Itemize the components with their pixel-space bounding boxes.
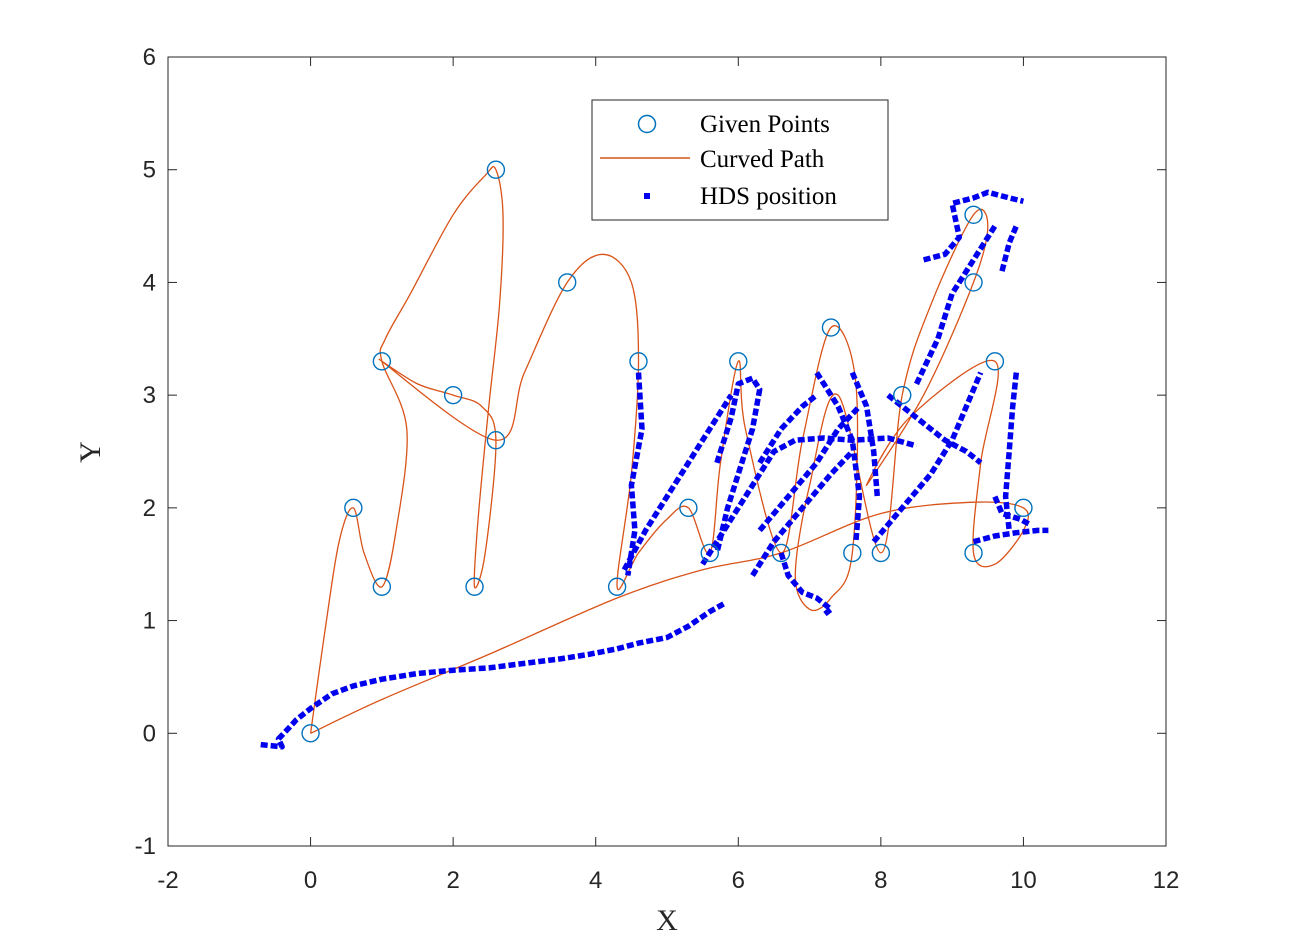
given-point-marker (465, 577, 484, 596)
hds-position-trace (992, 495, 1032, 528)
given-point-marker (1014, 498, 1033, 518)
given-point-marker (629, 352, 648, 371)
y-tick-label: 0 (143, 720, 156, 747)
hds-position-trace (621, 393, 734, 572)
hds-position-trace (972, 527, 1049, 545)
given-point-marker (964, 543, 983, 563)
given-point-marker (821, 318, 841, 337)
given-point-marker (558, 273, 577, 292)
y-tick-label: 5 (143, 157, 156, 184)
x-tick-label: 4 (589, 867, 602, 894)
given-point-marker (607, 577, 627, 596)
given-point-marker (985, 352, 1005, 371)
x-tick-label: 2 (446, 867, 459, 894)
given-point-marker (486, 431, 506, 450)
hds-position-trace (999, 225, 1019, 272)
given-point-marker (443, 385, 463, 405)
given-point-marker (486, 160, 506, 179)
legend-label-curved-path: Curved Path (700, 146, 825, 173)
x-tick-label: 12 (1153, 867, 1180, 894)
hds-position-trace (886, 392, 983, 465)
x-tick-label: 8 (874, 867, 887, 894)
given-point-marker (843, 543, 862, 563)
hds-position-trace (757, 392, 819, 465)
hds-position-trace (814, 371, 863, 542)
given-point-marker (679, 498, 698, 518)
hds-position-trace (871, 371, 984, 544)
given-point-marker (700, 543, 719, 563)
given-point-marker (893, 385, 912, 405)
y-tick-label: 2 (143, 495, 156, 522)
y-tick-label: 4 (143, 269, 156, 296)
given-point-marker (344, 498, 363, 518)
curved-path-line (309, 165, 1029, 734)
given-point-marker (729, 352, 748, 371)
given-point-marker (964, 205, 983, 225)
given-point-marker (771, 543, 791, 563)
hds-position-trace (849, 371, 881, 497)
y-tick-label: 1 (143, 608, 156, 635)
legend: Given Points Curved Path HDS position (591, 99, 889, 221)
given-point-marker (871, 543, 891, 563)
hds-position-trace (1002, 372, 1020, 531)
given-point-marker (372, 352, 392, 371)
y-tick-label: -1 (135, 833, 156, 860)
legend-circle-marker (637, 114, 657, 134)
x-axis-label: X (656, 904, 678, 937)
given-point-marker (301, 724, 320, 743)
x-tick-label: 10 (1010, 867, 1037, 894)
x-tick-label: 0 (304, 867, 317, 894)
given-point-marker (372, 577, 392, 596)
given-point-marker (964, 273, 983, 292)
hds-position-trace (260, 601, 726, 750)
hds-position-trace (750, 449, 855, 577)
y-tick-label: 3 (143, 382, 156, 409)
x-tick-label: 6 (732, 867, 745, 894)
curved-path-layer (309, 165, 1029, 734)
legend-label-given-points: Given Points (700, 111, 830, 138)
y-axis-label: Y (74, 441, 107, 463)
hds-position-trace (914, 224, 998, 386)
hds-position-trace (922, 189, 1025, 263)
hds-position-trace (714, 375, 763, 554)
x-tick-label: -2 (157, 867, 178, 894)
legend-box (591, 99, 889, 221)
hds-position-trace (700, 435, 918, 566)
y-tick-label: 6 (143, 44, 156, 71)
legend-dot-marker (644, 193, 650, 199)
hds-position-trace (625, 372, 645, 576)
legend-label-hds-position: HDS position (700, 183, 837, 210)
hds-position-layer (260, 189, 1049, 750)
hds-position-trace (778, 552, 834, 618)
given-points-layer (301, 160, 1033, 743)
